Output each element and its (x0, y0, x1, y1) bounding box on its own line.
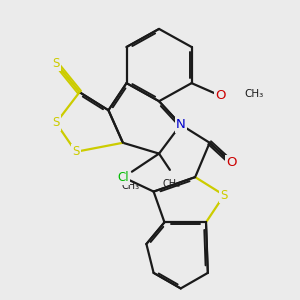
Text: S: S (52, 116, 60, 129)
Text: Cl: Cl (117, 171, 129, 184)
Text: CH₃: CH₃ (163, 179, 181, 189)
Text: O: O (226, 156, 237, 169)
Text: O: O (215, 89, 226, 102)
Text: CH₃: CH₃ (121, 181, 139, 191)
Text: S: S (52, 57, 60, 70)
Text: CH₃: CH₃ (244, 89, 263, 99)
Text: S: S (72, 145, 80, 158)
Text: N: N (176, 118, 186, 131)
Text: S: S (220, 189, 228, 202)
